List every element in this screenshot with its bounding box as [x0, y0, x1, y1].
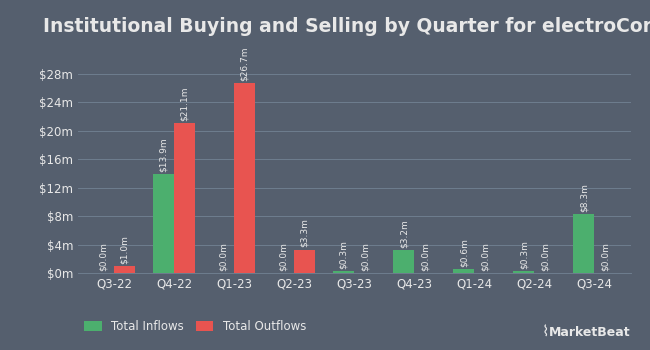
Legend: Total Inflows, Total Outflows: Total Inflows, Total Outflows	[84, 320, 306, 333]
Bar	[333, 271, 354, 273]
Bar	[514, 271, 534, 273]
Bar	[393, 250, 414, 273]
Text: $13.9m: $13.9m	[159, 138, 168, 172]
Text: $0.0m: $0.0m	[480, 242, 489, 271]
Bar	[114, 266, 135, 273]
Bar	[234, 83, 255, 273]
Bar	[174, 123, 195, 273]
Text: $0.0m: $0.0m	[601, 242, 610, 271]
Text: $0.3m: $0.3m	[339, 240, 348, 269]
Text: $1.0m: $1.0m	[120, 235, 129, 264]
Bar	[453, 269, 474, 273]
Text: $0.0m: $0.0m	[99, 242, 108, 271]
Title: Institutional Buying and Selling by Quarter for electroCore: Institutional Buying and Selling by Quar…	[44, 16, 650, 36]
Text: $0.0m: $0.0m	[540, 242, 549, 271]
Text: MarketBeat: MarketBeat	[549, 327, 630, 340]
Text: $0.3m: $0.3m	[519, 240, 528, 269]
Text: ⌇: ⌇	[541, 324, 549, 339]
Text: $0.0m: $0.0m	[219, 242, 228, 271]
Bar	[573, 214, 595, 273]
Text: $0.0m: $0.0m	[360, 242, 369, 271]
Text: $0.6m: $0.6m	[460, 238, 469, 267]
Bar	[294, 250, 315, 273]
Text: $21.1m: $21.1m	[180, 86, 189, 121]
Text: $3.3m: $3.3m	[300, 218, 309, 247]
Bar	[153, 174, 174, 273]
Text: $26.7m: $26.7m	[240, 47, 249, 81]
Text: $0.0m: $0.0m	[280, 242, 288, 271]
Text: $3.2m: $3.2m	[399, 219, 408, 248]
Text: $8.3m: $8.3m	[579, 183, 588, 212]
Text: $0.0m: $0.0m	[421, 242, 429, 271]
